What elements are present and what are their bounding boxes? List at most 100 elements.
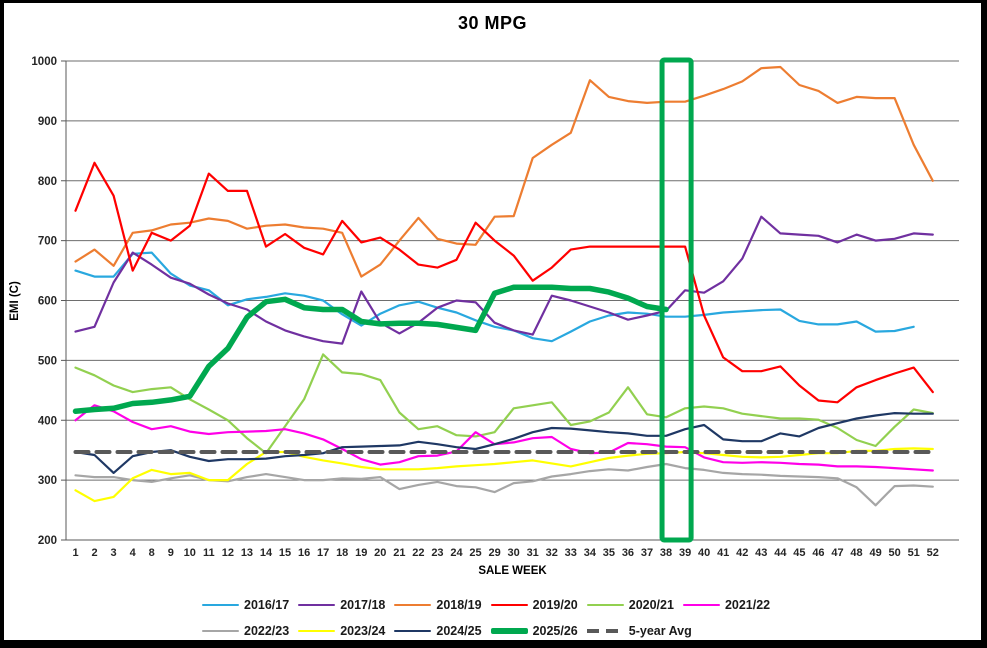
x-tick-label: 41 bbox=[717, 547, 729, 559]
x-tick-label: 16 bbox=[298, 547, 310, 559]
legend-item-2021-22: 2021/22 bbox=[682, 597, 771, 613]
legend-item-2018-19: 2018/19 bbox=[394, 597, 482, 613]
legend-label: 2023/24 bbox=[340, 624, 386, 638]
legend-item-2017-18: 2017/18 bbox=[298, 597, 385, 613]
x-tick-label: 14 bbox=[260, 547, 273, 559]
x-tick-label: 45 bbox=[793, 547, 805, 559]
x-tick-label: 10 bbox=[184, 547, 196, 559]
y-tick-label: 500 bbox=[38, 355, 57, 367]
legend-swatch-icon bbox=[682, 603, 720, 607]
legend-swatch-icon bbox=[394, 629, 432, 633]
x-tick-label: 9 bbox=[168, 547, 174, 559]
chart-legend: 2016/17 2017/18 2018/19 2019/20 2020/21 2021/… bbox=[202, 597, 850, 639]
legend-item-2025-26: 2025/26 bbox=[490, 623, 578, 639]
x-tick-label: 22 bbox=[412, 547, 424, 559]
x-tick-label: 47 bbox=[831, 547, 843, 559]
x-tick-label: 3 bbox=[111, 547, 117, 559]
x-tick-label: 2 bbox=[91, 547, 97, 559]
legend-swatch-icon bbox=[202, 603, 239, 607]
y-tick-label: 300 bbox=[38, 475, 57, 487]
series-line-2022-23 bbox=[74, 462, 934, 507]
x-tick-label: 29 bbox=[488, 547, 500, 559]
x-tick-label: 42 bbox=[736, 547, 748, 559]
x-tick-label: 20 bbox=[374, 547, 386, 559]
legend-label: 2022/23 bbox=[244, 624, 290, 638]
legend-item-2023-24: 2023/24 bbox=[298, 623, 385, 639]
legend-item-2020-21: 2020/21 bbox=[586, 597, 674, 613]
x-tick-label: 39 bbox=[679, 547, 691, 559]
y-tick-label: 700 bbox=[38, 236, 57, 248]
x-tick-label: 44 bbox=[774, 547, 787, 559]
legend-label: 2021/22 bbox=[724, 598, 771, 612]
x-tick-label: 12 bbox=[222, 547, 234, 559]
x-tick-label: 34 bbox=[584, 547, 597, 559]
series-line-2023-24 bbox=[74, 447, 934, 503]
highlight-box-weeks-38-39 bbox=[659, 57, 694, 543]
series-line-2016-17 bbox=[74, 251, 915, 343]
legend-item-5-year-Avg: 5-year Avg bbox=[586, 623, 692, 639]
y-tick-label: 1000 bbox=[31, 56, 57, 68]
x-tick-label: 25 bbox=[469, 547, 481, 559]
legend-swatch-icon bbox=[490, 603, 528, 607]
legend-swatch-icon bbox=[394, 603, 432, 607]
legend-item-2024-25: 2024/25 bbox=[394, 623, 482, 639]
chart-title: 30 MPG bbox=[457, 13, 528, 33]
x-tick-label: 46 bbox=[812, 547, 824, 559]
legend-label: 2017/18 bbox=[340, 598, 386, 612]
x-tick-label: 31 bbox=[527, 547, 539, 559]
y-axis-title: EMI (C) bbox=[9, 281, 21, 321]
legend-item-2019-20: 2019/20 bbox=[490, 597, 578, 613]
legend-swatch-icon bbox=[586, 603, 624, 607]
x-tick-label: 48 bbox=[850, 547, 862, 559]
x-tick-label: 17 bbox=[317, 547, 329, 559]
x-tick-label: 32 bbox=[546, 547, 558, 559]
series-line-2020-21 bbox=[74, 353, 934, 455]
x-tick-label: 21 bbox=[393, 547, 405, 559]
y-tick-label: 200 bbox=[38, 535, 57, 547]
series-line-2024-25 bbox=[74, 412, 934, 474]
series-line-2017-18 bbox=[74, 215, 934, 345]
x-axis-title: SALE WEEK bbox=[478, 565, 547, 577]
x-tick-label: 19 bbox=[355, 547, 367, 559]
x-tick-label: 23 bbox=[431, 547, 443, 559]
legend-item-2016-17: 2016/17 bbox=[202, 597, 289, 613]
x-tick-label: 18 bbox=[336, 547, 348, 559]
legend-label: 2020/21 bbox=[628, 598, 674, 612]
x-tick-label: 37 bbox=[641, 547, 653, 559]
legend-label: 2025/26 bbox=[532, 624, 578, 638]
x-tick-label: 4 bbox=[130, 547, 137, 559]
x-tick-label: 51 bbox=[908, 547, 920, 559]
x-tick-label: 36 bbox=[622, 547, 634, 559]
x-tick-label: 50 bbox=[889, 547, 901, 559]
x-tick-label: 24 bbox=[450, 547, 463, 559]
legend-label: 5-year Avg bbox=[628, 624, 692, 638]
x-tick-label: 40 bbox=[698, 547, 710, 559]
series-line-2018-19 bbox=[74, 65, 934, 278]
series-line-2021-22 bbox=[74, 404, 934, 472]
legend-swatch-icon bbox=[298, 603, 336, 607]
x-tick-label: 49 bbox=[869, 547, 881, 559]
x-tick-label: 1 bbox=[72, 547, 78, 559]
x-tick-label: 43 bbox=[755, 547, 767, 559]
legend-label: 2018/19 bbox=[436, 598, 482, 612]
legend-swatch-icon bbox=[490, 628, 528, 634]
y-tick-label: 900 bbox=[38, 116, 57, 128]
series-line-2025-26 bbox=[72, 284, 669, 415]
y-tick-label: 800 bbox=[38, 176, 57, 188]
x-tick-label: 35 bbox=[603, 547, 615, 559]
x-tick-label: 8 bbox=[149, 547, 155, 559]
legend-label: 2019/20 bbox=[532, 598, 578, 612]
x-tick-label: 38 bbox=[660, 547, 672, 559]
legend-label: 2024/25 bbox=[436, 624, 482, 638]
legend-swatch-icon bbox=[586, 629, 624, 633]
x-tick-label: 13 bbox=[241, 547, 253, 559]
x-tick-label: 15 bbox=[279, 547, 291, 559]
y-tick-label: 600 bbox=[38, 296, 57, 308]
legend-item-2022-23: 2022/23 bbox=[202, 623, 289, 639]
legend-label: 2016/17 bbox=[244, 598, 290, 612]
x-tick-label: 11 bbox=[203, 547, 215, 559]
legend-swatch-icon bbox=[202, 629, 239, 633]
y-tick-label: 400 bbox=[38, 415, 57, 427]
